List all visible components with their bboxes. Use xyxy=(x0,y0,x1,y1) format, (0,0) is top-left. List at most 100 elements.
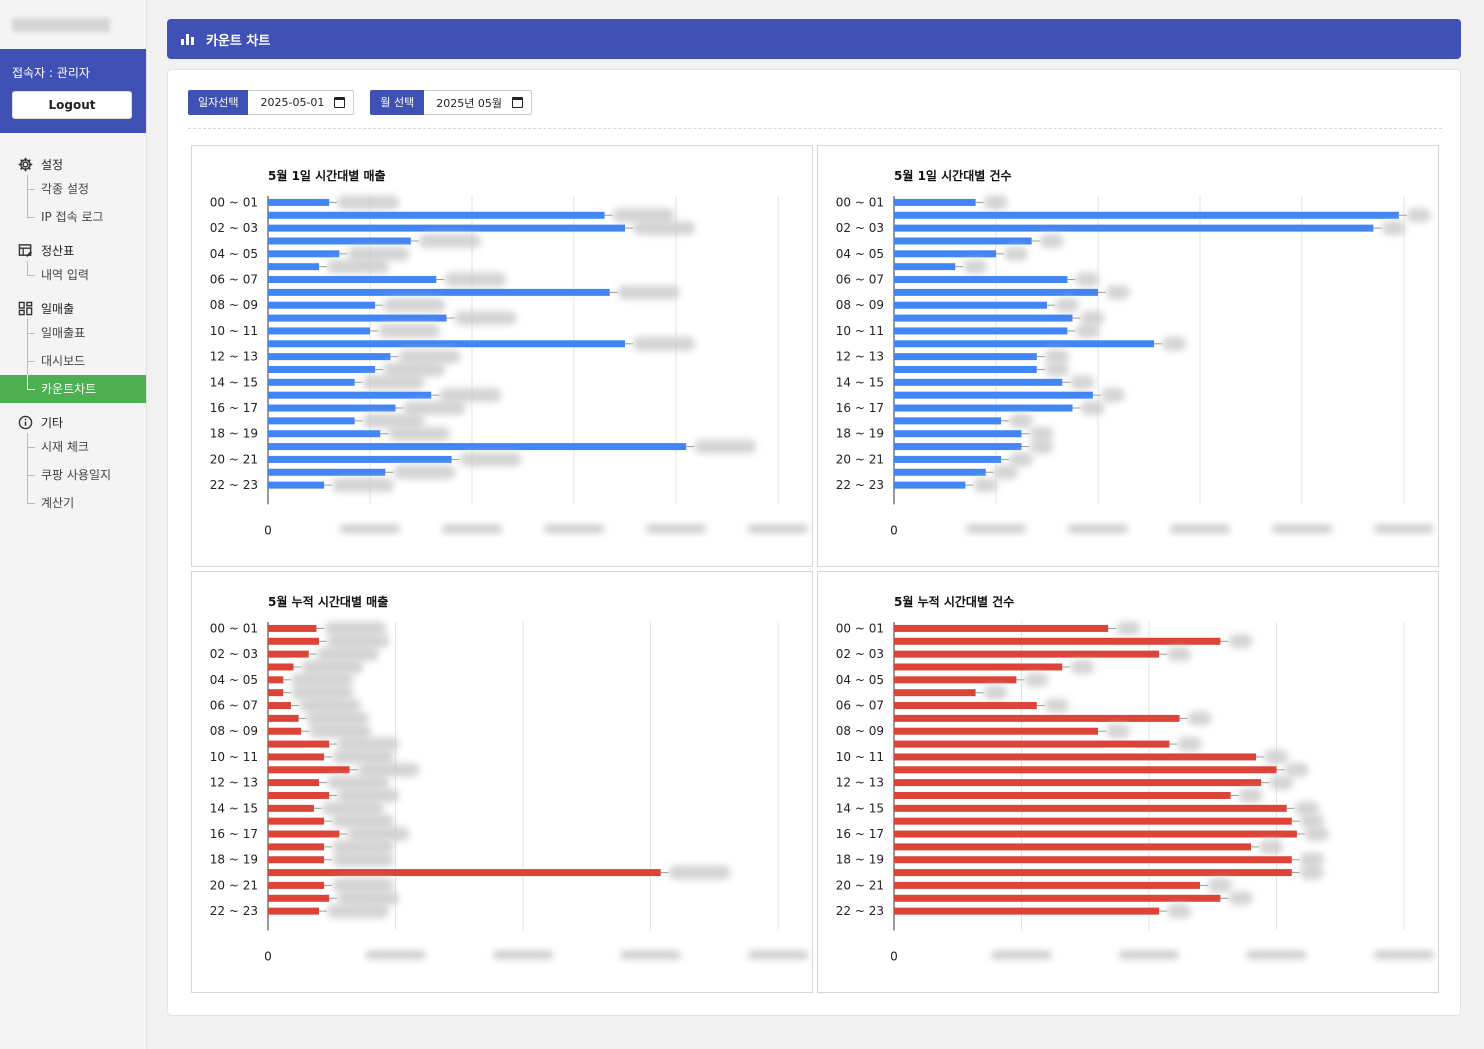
sidebar-item-count-chart[interactable]: 카운트차트 xyxy=(0,375,146,403)
bar[interactable] xyxy=(894,417,1002,425)
bar[interactable] xyxy=(268,327,370,335)
bar[interactable] xyxy=(268,663,294,671)
bar[interactable] xyxy=(268,314,447,322)
bar[interactable] xyxy=(268,804,314,812)
month-date-input[interactable]: 2025년 05월 xyxy=(424,90,533,115)
bar[interactable] xyxy=(268,237,411,245)
sidebar-item-dashboard[interactable]: 대시보드 xyxy=(0,347,146,375)
bar[interactable] xyxy=(268,391,432,399)
bar[interactable] xyxy=(268,624,317,632)
bar[interactable] xyxy=(268,907,319,915)
bar[interactable] xyxy=(894,843,1251,851)
bar[interactable] xyxy=(268,894,330,902)
bar[interactable] xyxy=(894,340,1155,348)
sidebar-item-calculator[interactable]: 계산기 xyxy=(0,489,146,517)
bar[interactable] xyxy=(894,314,1073,322)
bar[interactable] xyxy=(268,263,319,271)
bar[interactable] xyxy=(268,443,687,451)
bar[interactable] xyxy=(894,663,1063,671)
bar[interactable] xyxy=(894,468,986,476)
bar[interactable] xyxy=(894,288,1098,296)
bar[interactable] xyxy=(268,430,381,438)
bar[interactable] xyxy=(894,881,1200,889)
bar[interactable] xyxy=(894,791,1231,799)
bar[interactable] xyxy=(268,869,661,877)
bar[interactable] xyxy=(268,740,330,748)
bar[interactable] xyxy=(268,404,396,412)
bar[interactable] xyxy=(894,391,1093,399)
bar[interactable] xyxy=(894,907,1160,915)
bar[interactable] xyxy=(894,224,1374,232)
bar[interactable] xyxy=(894,624,1109,632)
bar[interactable] xyxy=(894,740,1170,748)
bar[interactable] xyxy=(268,481,325,489)
sidebar-item-ip-log[interactable]: IP 접속 로그 xyxy=(0,203,146,231)
bar[interactable] xyxy=(894,276,1068,284)
menu-group-daily-sales[interactable]: 일매출 xyxy=(0,297,146,319)
bar[interactable] xyxy=(894,869,1292,877)
bar[interactable] xyxy=(894,198,976,206)
bar[interactable] xyxy=(268,340,625,348)
bar[interactable] xyxy=(268,365,376,373)
bar[interactable] xyxy=(268,353,391,361)
bar[interactable] xyxy=(894,301,1047,309)
bar[interactable] xyxy=(894,702,1037,710)
bar[interactable] xyxy=(894,365,1037,373)
bar[interactable] xyxy=(268,211,605,219)
bar[interactable] xyxy=(268,856,325,864)
bar[interactable] xyxy=(268,198,330,206)
bar[interactable] xyxy=(894,894,1221,902)
bar[interactable] xyxy=(268,288,610,296)
bar[interactable] xyxy=(894,637,1221,645)
bar[interactable] xyxy=(894,404,1073,412)
bar[interactable] xyxy=(894,689,976,697)
sidebar-item-coupang-log[interactable]: 쿠팡 사용일지 xyxy=(0,461,146,489)
bar[interactable] xyxy=(268,250,340,258)
bar[interactable] xyxy=(268,791,330,799)
bar[interactable] xyxy=(268,417,355,425)
bar[interactable] xyxy=(894,378,1063,386)
bar[interactable] xyxy=(268,650,309,658)
bar[interactable] xyxy=(894,753,1257,761)
bar[interactable] xyxy=(268,830,340,838)
sidebar-item-cash-check[interactable]: 시재 체크 xyxy=(0,433,146,461)
bar[interactable] xyxy=(894,455,1002,463)
bar[interactable] xyxy=(268,714,299,722)
bar[interactable] xyxy=(894,856,1292,864)
bar[interactable] xyxy=(268,727,302,735)
bar[interactable] xyxy=(894,650,1160,658)
bar[interactable] xyxy=(268,224,625,232)
menu-group-settlement[interactable]: 정산표 xyxy=(0,239,146,261)
bar[interactable] xyxy=(268,378,355,386)
bar[interactable] xyxy=(894,804,1287,812)
bar[interactable] xyxy=(894,727,1098,735)
bar[interactable] xyxy=(268,817,325,825)
bar[interactable] xyxy=(268,676,284,684)
bar[interactable] xyxy=(268,468,386,476)
bar[interactable] xyxy=(268,702,291,710)
bar[interactable] xyxy=(268,881,325,889)
bar[interactable] xyxy=(894,766,1277,774)
menu-group-etc[interactable]: 기타 xyxy=(0,411,146,433)
bar[interactable] xyxy=(894,714,1180,722)
day-date-input[interactable]: 2025-05-01 xyxy=(248,90,355,115)
bar[interactable] xyxy=(268,276,437,284)
bar[interactable] xyxy=(894,263,956,271)
sidebar-item-daily-sales-table[interactable]: 일매출표 xyxy=(0,319,146,347)
bar[interactable] xyxy=(894,481,966,489)
logout-button[interactable]: Logout xyxy=(12,91,132,119)
bar[interactable] xyxy=(894,430,1022,438)
bar[interactable] xyxy=(268,753,325,761)
bar[interactable] xyxy=(268,301,376,309)
bar[interactable] xyxy=(268,637,319,645)
bar[interactable] xyxy=(894,211,1399,219)
sidebar-item-settings[interactable]: 각종 설정 xyxy=(0,175,146,203)
calendar-icon[interactable] xyxy=(512,97,524,108)
bar[interactable] xyxy=(268,843,325,851)
bar[interactable] xyxy=(894,676,1017,684)
bar[interactable] xyxy=(894,817,1292,825)
bar[interactable] xyxy=(268,689,284,697)
bar[interactable] xyxy=(268,766,350,774)
bar[interactable] xyxy=(894,237,1032,245)
bar[interactable] xyxy=(268,455,452,463)
